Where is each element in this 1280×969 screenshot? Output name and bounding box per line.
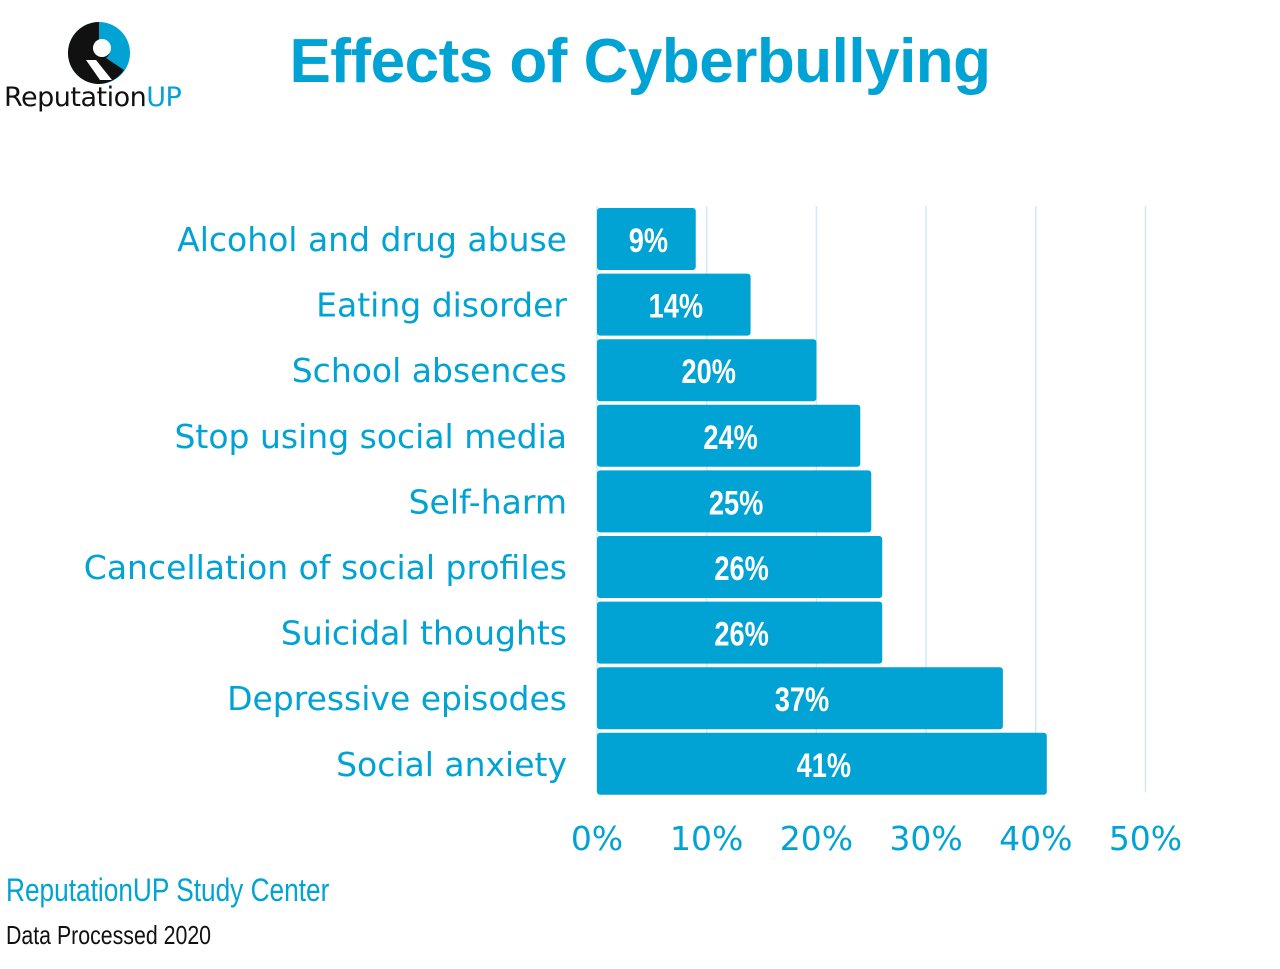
bar-4 <box>597 470 872 533</box>
page-title-text: Effects of Cyberbullying <box>289 27 991 96</box>
bar-5 <box>597 536 883 598</box>
category-label-0: Alcohol and drug abuse <box>177 220 567 259</box>
x-tick-label-1: 10% <box>670 819 743 858</box>
bar-value-label-7: 37% <box>775 680 829 719</box>
brand-logo: ReputationUP <box>4 20 204 130</box>
footer-source: ReputationUP Study Center <box>6 872 330 908</box>
x-tick-label-5: 50% <box>1109 819 1182 858</box>
bar-1 <box>597 273 751 336</box>
bar-7 <box>597 667 1003 730</box>
bar-3 <box>597 404 861 467</box>
bar-0 <box>597 208 696 270</box>
reputationup-logo-icon <box>68 22 130 84</box>
category-label-5: Cancellation of social profiles <box>84 548 567 587</box>
category-label-8: Social anxiety <box>336 745 567 784</box>
bar-2 <box>597 339 817 402</box>
category-label-2: School absences <box>292 351 567 390</box>
bar-value-label-6: 26% <box>714 615 768 654</box>
x-tick-label-3: 30% <box>889 819 962 858</box>
x-tick-label-0: 0% <box>571 819 623 858</box>
x-tick-label-4: 40% <box>999 819 1072 858</box>
bar-value-label-3: 24% <box>703 418 757 457</box>
bar-8 <box>597 732 1047 795</box>
category-label-7: Depressive episodes <box>227 679 567 718</box>
category-label-1: Eating disorder <box>316 286 567 325</box>
bar-value-label-0: 9% <box>629 221 668 260</box>
brand-name-accent: UP <box>146 82 182 113</box>
bar-value-label-2: 20% <box>681 352 735 391</box>
bar-6 <box>597 601 883 664</box>
category-label-3: Stop using social media <box>174 417 567 456</box>
brand-name: ReputationUP <box>4 82 182 113</box>
bar-value-label-4: 25% <box>709 483 763 522</box>
footer-note: Data Processed 2020 <box>6 920 212 950</box>
bar-value-label-1: 14% <box>649 287 703 326</box>
page-title: Effects of Cyberbullying <box>0 26 1280 97</box>
x-tick-label-2: 20% <box>780 819 853 858</box>
brand-name-main: Reputation <box>4 82 147 113</box>
bar-value-label-8: 41% <box>797 746 851 785</box>
bar-value-label-5: 26% <box>714 549 768 588</box>
category-label-4: Self-harm <box>409 482 567 521</box>
category-label-6: Suicidal thoughts <box>281 614 567 653</box>
